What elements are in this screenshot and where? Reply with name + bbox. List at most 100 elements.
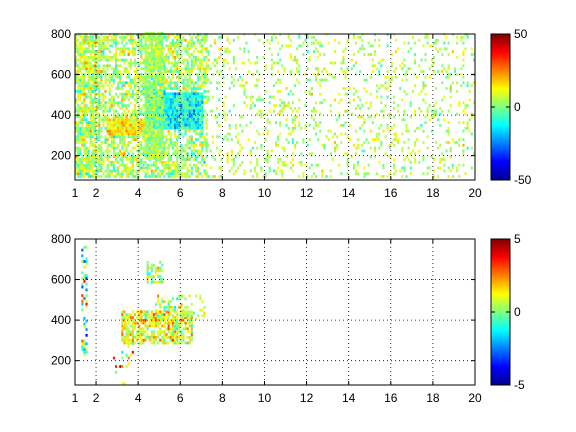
heatmap-cell	[171, 160, 174, 164]
heatmap-cell	[121, 338, 124, 342]
heatmap-cell	[167, 98, 170, 101]
heatmap-cell	[361, 44, 364, 48]
heatmap-cell	[81, 129, 84, 133]
heatmap-cell	[159, 60, 162, 64]
heatmap-cell	[131, 350, 134, 354]
heatmap-cell	[371, 138, 374, 141]
heatmap-cell	[176, 333, 179, 336]
heatmap-cell	[342, 87, 345, 90]
heatmap-cell	[119, 172, 122, 176]
heatmap-cell	[190, 90, 193, 93]
heatmap-cell	[329, 169, 332, 173]
heatmap-cell	[85, 67, 88, 71]
heatmap-cell	[138, 327, 141, 331]
heatmap-cell	[451, 50, 454, 53]
heatmap-cell	[142, 132, 145, 136]
heatmap-cell	[131, 41, 134, 45]
heatmap-cell	[155, 57, 158, 61]
heatmap-cell	[108, 143, 111, 147]
heatmap-cell	[369, 53, 372, 56]
heatmap-cell	[87, 47, 90, 51]
heatmap-cell	[148, 145, 151, 149]
heatmap-cell	[146, 74, 149, 78]
heatmap-cell	[77, 95, 80, 99]
heatmap-cell	[180, 90, 183, 93]
heatmap-cell	[146, 83, 149, 86]
heatmap-cell	[201, 118, 204, 121]
heatmap-cell	[144, 313, 147, 316]
heatmap-cell	[346, 101, 349, 105]
heatmap-cell	[133, 341, 136, 345]
heatmap-cell	[197, 112, 200, 116]
heatmap-cell	[428, 104, 431, 107]
heatmap-cell	[171, 98, 174, 101]
heatmap-cell	[435, 47, 438, 51]
heatmap-cell	[144, 318, 147, 322]
heatmap-cell	[146, 260, 149, 264]
heatmap-cell	[140, 33, 143, 36]
heatmap-cell	[121, 126, 124, 130]
heatmap-cell	[115, 109, 118, 113]
heatmap-cell	[291, 158, 294, 161]
heatmap-cell	[161, 145, 164, 149]
heatmap-cell	[201, 75, 204, 79]
heatmap-cell	[169, 175, 172, 178]
heatmap-cell	[173, 106, 176, 110]
heatmap-cell	[178, 123, 181, 127]
heatmap-cell	[409, 166, 412, 170]
heatmap-cell	[466, 124, 469, 127]
heatmap-cell	[403, 90, 406, 93]
heatmap-cell	[430, 44, 433, 48]
heatmap-cell	[413, 53, 416, 56]
heatmap-cell	[464, 112, 467, 116]
heatmap-cell	[83, 64, 86, 68]
heatmap-cell	[102, 124, 105, 127]
heatmap-cell	[241, 129, 244, 133]
heatmap-cell	[201, 67, 204, 71]
heatmap-cell	[89, 166, 92, 170]
heatmap-cell	[148, 272, 151, 276]
heatmap-cell	[100, 143, 103, 147]
heatmap-cell	[93, 72, 96, 76]
heatmap-cell	[127, 169, 130, 173]
heatmap-cell	[152, 60, 155, 64]
heatmap-cell	[152, 335, 155, 339]
heatmap-cell	[150, 137, 153, 140]
heatmap-cell	[163, 106, 166, 110]
heatmap-cell	[283, 149, 286, 153]
heatmap-cell	[108, 121, 111, 124]
heatmap-cell	[243, 172, 246, 176]
heatmap-cell	[249, 160, 252, 164]
heatmap-cell	[176, 143, 179, 147]
heatmap-cell	[176, 160, 179, 164]
heatmap-cell	[180, 70, 183, 73]
heatmap-cell	[186, 146, 189, 150]
heatmap-cell	[106, 84, 109, 88]
heatmap-cell	[110, 107, 113, 110]
heatmap-cell	[121, 129, 124, 133]
heatmap-cell	[121, 318, 124, 322]
heatmap-cell	[340, 172, 343, 176]
heatmap-cell	[110, 67, 113, 71]
heatmap-cell	[104, 64, 107, 68]
heatmap-cell	[346, 172, 349, 176]
heatmap-cell	[197, 87, 200, 90]
heatmap-cell	[426, 107, 429, 110]
heatmap-cell	[121, 152, 124, 156]
heatmap-cell	[363, 87, 366, 90]
heatmap-cell	[176, 103, 179, 107]
heatmap-cell	[190, 327, 193, 331]
heatmap-cell	[152, 131, 155, 135]
heatmap-cell	[355, 129, 358, 133]
heatmap-cell	[289, 53, 292, 56]
heatmap-cell	[117, 41, 120, 45]
heatmap-cell	[197, 50, 200, 53]
heatmap-cell	[81, 118, 84, 122]
heatmap-cell	[144, 88, 147, 92]
heatmap-cell	[127, 50, 130, 53]
heatmap-cell	[138, 121, 141, 124]
heatmap-cell	[152, 114, 155, 118]
heatmap-cell	[173, 112, 176, 116]
heatmap-cell	[93, 84, 96, 88]
heatmap-cell	[96, 107, 99, 110]
